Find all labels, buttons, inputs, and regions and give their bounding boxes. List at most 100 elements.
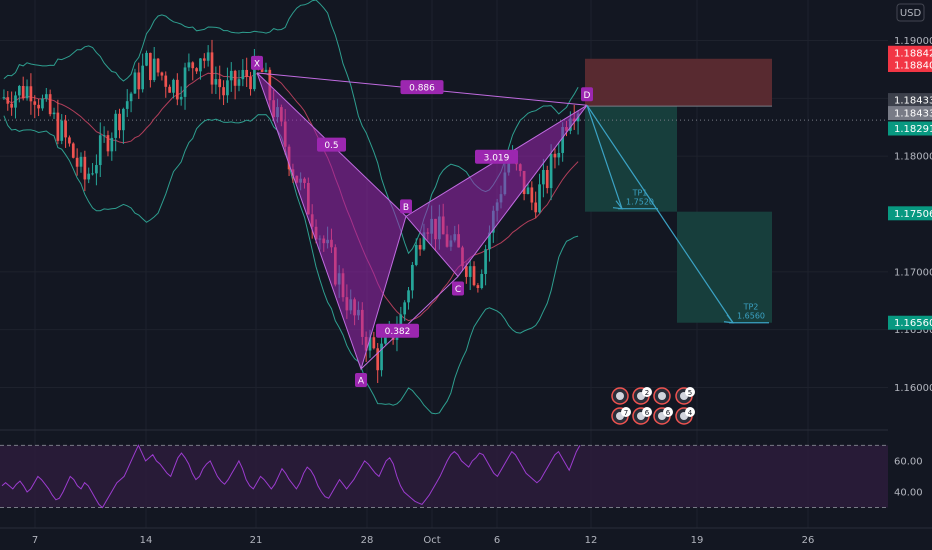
candle-body <box>110 137 114 152</box>
time-axis-bg <box>0 528 932 550</box>
event-count: 4 <box>688 409 693 417</box>
price-axis-bg <box>888 0 932 528</box>
candle-body <box>206 52 210 61</box>
ratio-badge <box>400 80 444 95</box>
candle-body <box>164 75 168 87</box>
point-badge <box>452 281 464 296</box>
point-label-x: X <box>254 59 260 69</box>
candle-body <box>68 137 71 144</box>
ratio-label: 0.886 <box>409 84 435 94</box>
candle-body <box>17 85 21 96</box>
candle-body <box>64 120 67 138</box>
candle-body <box>125 101 129 109</box>
candle-body <box>414 245 418 265</box>
ratio-label: 0.382 <box>385 327 411 337</box>
candle-body <box>33 101 37 105</box>
price-tick: 1.19000 <box>894 36 932 47</box>
candle-body <box>21 85 25 99</box>
candle-body <box>29 86 33 102</box>
event-count-badge <box>685 387 695 397</box>
candle-body <box>249 77 252 90</box>
point-label-a: A <box>358 377 365 387</box>
event-flag-inner <box>658 392 666 400</box>
arrow-head <box>612 200 624 210</box>
price-badge-label: 1.16560 <box>894 318 932 329</box>
time-tick: 19 <box>691 535 704 546</box>
candle-body <box>2 97 6 99</box>
candle-body <box>237 79 241 86</box>
candle-body <box>160 72 164 76</box>
target-value: 1.7520 <box>626 198 654 207</box>
bb-lower <box>3 114 579 415</box>
candle-body <box>183 67 187 97</box>
point-label-d: D <box>584 91 591 101</box>
candle-body <box>179 96 183 100</box>
candle-body <box>372 337 376 349</box>
candle-body <box>156 58 160 73</box>
candle-body <box>210 52 214 85</box>
candle-body <box>480 273 484 289</box>
price-badge <box>888 206 932 221</box>
candle-body <box>71 143 75 158</box>
time-tick: Oct <box>423 535 440 546</box>
candle-body <box>44 94 48 99</box>
candle-body <box>79 156 83 167</box>
event-count-badge <box>685 407 695 417</box>
event-count-badge <box>642 407 652 417</box>
point-badge <box>355 373 367 388</box>
candle-body <box>133 72 137 94</box>
candle-body <box>464 266 468 277</box>
stop-loss-zone <box>585 58 772 107</box>
rsi-band <box>0 445 888 508</box>
candle-body <box>218 79 222 88</box>
target-zone-1 <box>585 106 677 212</box>
currency-button[interactable]: USD <box>896 3 925 22</box>
price-badge-label: 1.18842 <box>894 48 932 59</box>
candle-body <box>561 127 565 153</box>
candle-body <box>484 249 487 274</box>
event-count: 5 <box>688 389 692 397</box>
candle-body <box>264 69 268 72</box>
candle-body <box>145 52 148 66</box>
candle-body <box>60 120 64 141</box>
candle-body <box>202 58 206 61</box>
candle-body <box>403 302 407 315</box>
point-label-c: C <box>455 285 461 295</box>
time-tick: 14 <box>140 535 153 546</box>
candle-body <box>368 337 372 351</box>
price-tick: 1.18000 <box>894 152 932 163</box>
ratio-label: 3.019 <box>484 153 510 163</box>
time-tick: 21 <box>250 535 263 546</box>
candle-body <box>41 98 44 109</box>
candle-body <box>172 79 175 93</box>
event-count: 2 <box>645 389 649 397</box>
time-tick: 28 <box>361 535 374 546</box>
target-arrow <box>586 104 734 324</box>
candle-body <box>152 58 156 81</box>
candle-body <box>557 152 561 158</box>
event-count: 7 <box>624 409 628 417</box>
candle-body <box>545 169 549 189</box>
candle-body <box>245 69 249 78</box>
candle-body <box>226 80 229 96</box>
price-badge-label: 1.18291 <box>894 124 932 135</box>
rsi-tick: 40.00 <box>894 488 923 499</box>
candle-body <box>411 264 414 291</box>
ratio-badge <box>317 137 346 152</box>
price-badge <box>888 315 932 330</box>
price-badge-label: 1.17506 <box>894 209 932 220</box>
price-tick: 1.17000 <box>894 267 932 278</box>
target-arrow <box>586 105 623 209</box>
candle-body <box>56 112 60 141</box>
price-tick: 1.16500 <box>894 325 932 336</box>
target-zone-2 <box>677 211 772 323</box>
price-badge <box>888 106 932 121</box>
ratio-badge <box>475 149 518 164</box>
candle-body <box>118 113 121 131</box>
target-label: TP1 <box>632 189 648 198</box>
bb-basis <box>3 72 579 322</box>
candle-body <box>407 290 410 303</box>
event-count-badge <box>621 407 631 417</box>
point-badge <box>581 87 593 102</box>
